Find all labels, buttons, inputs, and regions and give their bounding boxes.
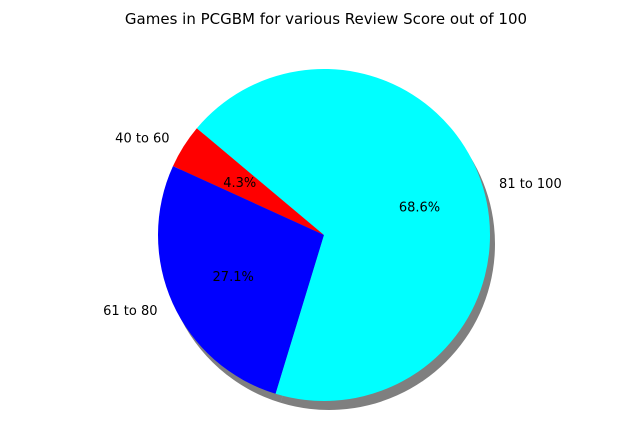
category-label-81-to-100: 81 to 100 — [499, 177, 562, 192]
pie-labels: 40 to 60 4.3% 61 to 80 27.1% 81 to 100 68.6% — [103, 132, 562, 319]
pie-slice-81-to-100 — [196, 68, 491, 402]
pie-slice-61-to-80 — [158, 166, 324, 394]
percent-label-81-to-100: 68.6% — [399, 201, 440, 216]
pie-slice-40-to-60 — [172, 128, 324, 235]
percent-label-40-to-60: 4.3% — [223, 176, 256, 191]
chart-title: Games in PCGBM for various Review Score … — [125, 10, 527, 28]
category-label-40-to-60: 40 to 60 — [115, 132, 169, 147]
category-label-61-to-80: 61 to 80 — [103, 304, 157, 319]
percent-label-61-to-80: 27.1% — [213, 270, 254, 285]
pie-slices — [158, 68, 491, 402]
